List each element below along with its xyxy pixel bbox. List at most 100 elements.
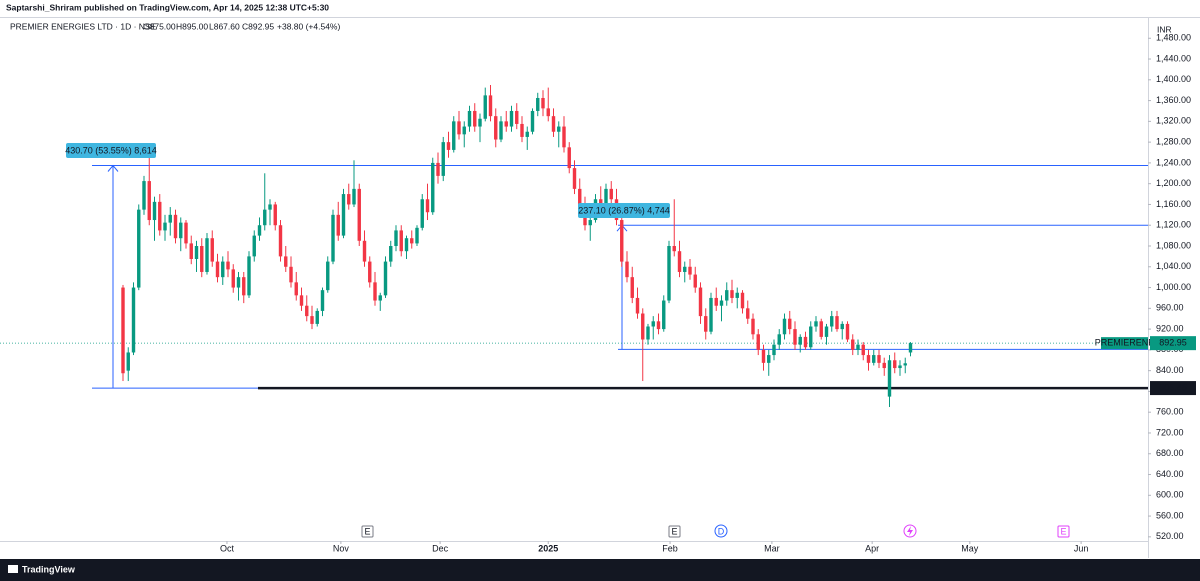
- candle-body: [226, 261, 230, 270]
- y-tick-label: 1,480.00: [1156, 33, 1191, 43]
- candle-body: [578, 188, 582, 205]
- candle-body: [714, 297, 718, 306]
- candle-body: [772, 344, 776, 356]
- candle-body: [903, 363, 907, 366]
- candle-body: [683, 266, 687, 272]
- candle-body: [415, 227, 419, 244]
- candle-body: [173, 214, 178, 239]
- y-tick-label: 1,120.00: [1156, 220, 1191, 230]
- footer-brand: TradingView: [22, 564, 76, 574]
- candle-body: [441, 142, 445, 176]
- candle-body: [704, 316, 708, 332]
- symbol: PREMIER ENERGIES LTD · 1D · NSE: [10, 21, 157, 31]
- logo: [8, 565, 18, 573]
- candle-body: [152, 201, 157, 221]
- candle-body: [137, 209, 141, 288]
- candle-body: [851, 339, 855, 350]
- candle-body: [446, 142, 451, 150]
- x-tick-label: Jun: [1074, 543, 1089, 553]
- candle-body: [536, 97, 540, 111]
- candle-body: [520, 123, 524, 137]
- candle-body: [509, 110, 514, 127]
- x-tick-label: Mar: [764, 543, 780, 553]
- candle-body: [788, 318, 792, 330]
- candle-body: [252, 235, 256, 257]
- candle-body: [541, 97, 545, 109]
- y-tick-label: 600.00: [1156, 490, 1184, 500]
- x-tick-label: May: [961, 543, 979, 553]
- candle-body: [725, 290, 729, 301]
- candle-body: [278, 225, 283, 257]
- symbol-tag-box: [1101, 337, 1148, 350]
- candle-body: [320, 290, 325, 311]
- candle-body: [420, 199, 424, 228]
- candle-body: [179, 222, 183, 239]
- candle-body: [882, 362, 886, 369]
- candle-body: [893, 360, 897, 369]
- candle-body: [557, 126, 561, 132]
- candle-body: [767, 355, 771, 363]
- candle-body: [887, 360, 892, 397]
- candle-body: [698, 287, 703, 317]
- candle-body: [425, 199, 430, 213]
- candle-body: [709, 297, 713, 332]
- legend-value: H895.00: [176, 21, 208, 31]
- y-tick-label: 1,360.00: [1156, 95, 1191, 105]
- candle-body: [163, 222, 167, 231]
- y-tick-label: 1,200.00: [1156, 178, 1191, 188]
- candle-body: [336, 214, 340, 236]
- candle-body: [677, 251, 682, 272]
- candle-body: [200, 246, 204, 272]
- candle-body: [326, 261, 330, 291]
- candle-body: [362, 240, 367, 262]
- x-tick-label: Feb: [662, 543, 678, 553]
- candle-body: [221, 261, 225, 278]
- candle-body: [168, 214, 172, 223]
- legend-value: +38.80 (+4.54%): [277, 21, 340, 31]
- candle-body: [352, 188, 356, 205]
- candle-body: [131, 287, 136, 353]
- candle-body: [383, 261, 388, 296]
- y-tick-label: 1,080.00: [1156, 240, 1191, 250]
- candle-body: [651, 321, 655, 327]
- candle-body: [315, 310, 319, 324]
- candle-body: [803, 336, 808, 348]
- candle-body: [530, 110, 535, 132]
- y-tick-label: 760.00: [1156, 407, 1184, 417]
- last-price-label: 892.95: [1159, 338, 1187, 348]
- publisher: Saptarshi_Shriram published on TradingVi…: [6, 2, 329, 12]
- candle-body: [777, 334, 781, 345]
- last-price-box: [1150, 336, 1196, 351]
- event-box: [361, 525, 374, 538]
- candle-body: [431, 162, 435, 213]
- measure-arrowhead: [107, 164, 119, 172]
- event-box: [668, 525, 681, 538]
- candle-body: [667, 246, 671, 301]
- candle-body: [572, 168, 577, 189]
- symbol-tag: PREMIERENE: [1095, 338, 1155, 348]
- y-tick-label: 1,160.00: [1156, 199, 1191, 209]
- candle-body: [347, 194, 351, 205]
- x-tick-label: Dec: [432, 543, 449, 553]
- currency: INR: [1157, 24, 1172, 34]
- candle-body: [488, 95, 493, 117]
- candle-body: [824, 326, 829, 337]
- candle-body: [368, 261, 372, 283]
- candle-body: [546, 108, 550, 117]
- event-label: E: [1060, 526, 1066, 536]
- candle-body: [646, 326, 650, 340]
- candle-body: [378, 295, 382, 301]
- candle-body: [756, 334, 760, 350]
- candle-body: [782, 318, 787, 335]
- candle-body: [399, 230, 403, 252]
- candle-body: [793, 329, 797, 345]
- candle-body: [494, 116, 498, 140]
- x-tick-label: Nov: [333, 543, 350, 553]
- candle-body: [194, 246, 199, 259]
- y-tick-label: 560.00: [1156, 510, 1184, 520]
- event-label: E: [364, 526, 370, 536]
- y-tick-label: 1,280.00: [1156, 137, 1191, 147]
- x-tick-label: 2025: [538, 543, 558, 553]
- candle-body: [462, 126, 466, 135]
- candle-body: [688, 266, 692, 275]
